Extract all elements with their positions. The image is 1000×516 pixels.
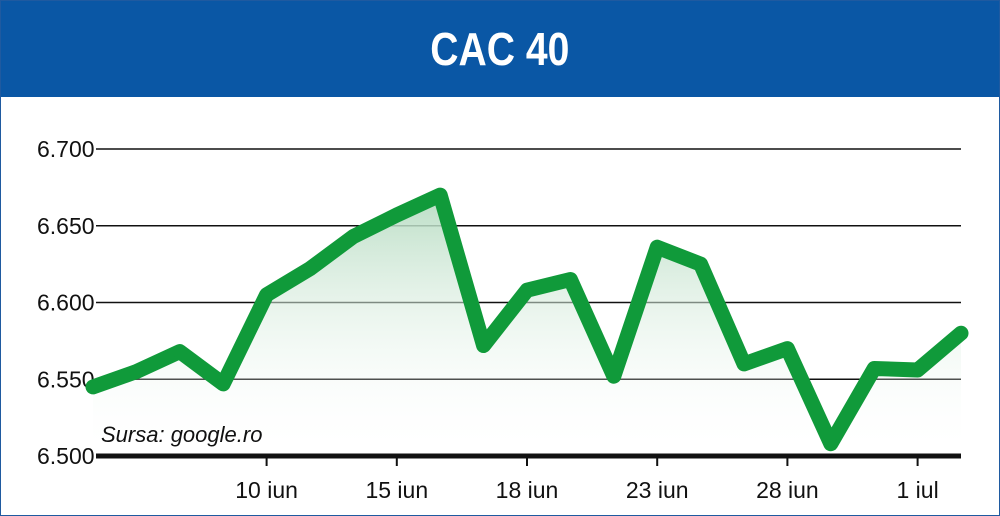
data-point: [129, 364, 144, 379]
data-point: [216, 376, 231, 391]
data-point: [606, 369, 621, 384]
data-point: [693, 257, 708, 272]
data-point: [780, 341, 795, 356]
data-point: [910, 363, 925, 378]
data-point: [563, 272, 578, 287]
data-point: [303, 261, 317, 276]
data-point: [823, 436, 838, 451]
y-tick-label: 6.600: [37, 290, 95, 316]
data-points: [86, 188, 968, 451]
x-axis: 10 iun 15 iun 18 iun 23 iun 28 iun 1 iul: [235, 456, 939, 503]
x-tick-label: 15 iun: [365, 477, 428, 503]
data-point: [737, 356, 751, 371]
x-tick-label: 1 iul: [896, 477, 938, 503]
data-point: [520, 283, 534, 298]
y-tick-label: 6.500: [37, 443, 95, 469]
data-point: [433, 188, 448, 203]
chart-title: CAC 40: [430, 23, 570, 75]
y-tick-label: 6.550: [37, 366, 95, 392]
data-point: [172, 344, 187, 359]
data-point: [389, 208, 404, 223]
data-point: [650, 240, 665, 255]
y-tick-label: 6.650: [37, 213, 95, 239]
data-point: [346, 229, 361, 244]
y-tick-label: 6.700: [37, 136, 95, 162]
data-point: [954, 326, 968, 341]
x-tick-label: 10 iun: [235, 477, 298, 503]
data-point: [86, 379, 100, 394]
x-tick-label: 28 iun: [756, 477, 819, 503]
data-point: [259, 287, 274, 302]
x-tick-label: 23 iun: [626, 477, 689, 503]
title-bar: CAC 40: [1, 1, 999, 97]
y-axis: 6.700 6.650 6.600 6.550 6.500: [37, 136, 95, 469]
x-tick-label: 18 iun: [496, 477, 559, 503]
area-fill: [93, 195, 961, 456]
data-point: [867, 361, 882, 376]
source-note: Sursa: google.ro: [101, 422, 262, 447]
data-point: [476, 338, 491, 353]
